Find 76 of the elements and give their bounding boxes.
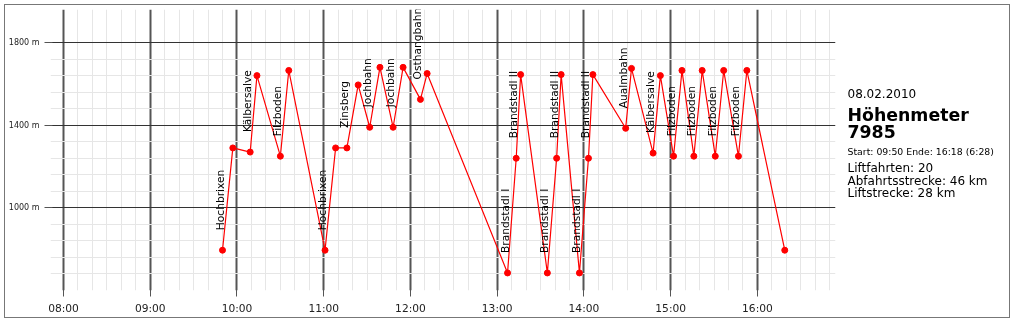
point xyxy=(690,152,698,160)
point xyxy=(343,144,351,152)
point xyxy=(399,63,407,71)
annotation: Jochbahn xyxy=(360,58,374,109)
point xyxy=(575,269,583,277)
annotation: Filzboden xyxy=(729,85,743,137)
point xyxy=(557,71,565,79)
annotation: Brandstadl II xyxy=(579,70,593,139)
y-tick-label: 1400 m xyxy=(8,120,40,130)
point xyxy=(720,66,728,74)
x-tick-label: 15:00 xyxy=(655,301,687,315)
annotation: Filzboden xyxy=(684,85,698,137)
point xyxy=(584,154,592,162)
annotation: Zinsberg xyxy=(337,81,351,128)
y-tick-label: 1000 m xyxy=(8,203,40,213)
point xyxy=(332,144,340,152)
point xyxy=(711,152,719,160)
annotation: Brandstadl II xyxy=(507,70,521,139)
point xyxy=(553,154,561,162)
point xyxy=(656,72,664,80)
annotation: Osthangbahn xyxy=(411,7,425,80)
annotation: Filzboden xyxy=(664,85,678,137)
annotation: Filzboden xyxy=(271,85,285,137)
annotation: Filzboden xyxy=(706,85,720,137)
point xyxy=(698,66,706,74)
point xyxy=(276,152,284,160)
annotation: Jochbahn xyxy=(384,58,398,109)
point xyxy=(504,269,512,277)
point xyxy=(285,66,293,74)
annotation: Brandstadl II xyxy=(547,70,561,139)
text: Höhenmeter 7985 xyxy=(847,104,970,142)
point xyxy=(389,123,397,131)
annotation: Brandstadl I xyxy=(570,188,584,253)
annotation: Aualmbahn xyxy=(616,47,630,109)
point xyxy=(543,269,551,277)
annotation: Hochbrixen xyxy=(316,169,330,231)
text: 08.02.2010 xyxy=(847,86,917,101)
point xyxy=(219,246,227,254)
text: Start: 09:50 Ende: 16:18 (6:28) xyxy=(847,146,994,158)
point xyxy=(366,123,374,131)
point xyxy=(517,71,525,79)
x-tick-label: 16:00 xyxy=(742,301,774,315)
point xyxy=(622,124,630,132)
x-tick-label: 10:00 xyxy=(221,301,253,315)
annotation: Kälbersalve xyxy=(241,70,255,133)
text: Abfahrtsstrecke: 46 km xyxy=(847,173,988,188)
point xyxy=(670,152,678,160)
annotation: Brandstadl I xyxy=(498,188,512,253)
x-tick-label: 08:00 xyxy=(48,301,80,315)
point xyxy=(246,148,254,156)
x-tick-label: 13:00 xyxy=(481,301,513,315)
point xyxy=(734,152,742,160)
point xyxy=(649,149,657,157)
annotation: Kälbersalve xyxy=(644,71,658,134)
point xyxy=(423,70,431,78)
x-tick-label: 14:00 xyxy=(568,301,600,315)
x-tick-label: 11:00 xyxy=(308,301,340,315)
point xyxy=(376,63,384,71)
annotation: Hochbrixen xyxy=(213,169,227,231)
y-tick-label: 1800 m xyxy=(8,38,40,48)
point xyxy=(354,81,362,89)
point xyxy=(781,246,789,254)
annotation: Brandstadl I xyxy=(538,188,552,253)
x-tick-label: 12:00 xyxy=(395,301,427,315)
x-tick-label: 09:00 xyxy=(134,301,166,315)
point xyxy=(321,246,329,254)
point xyxy=(589,71,597,79)
point xyxy=(512,154,520,162)
text: Liftfahrten: 20 xyxy=(847,161,934,176)
point xyxy=(253,72,261,80)
point xyxy=(627,64,635,72)
point xyxy=(229,144,237,152)
point xyxy=(416,95,424,103)
point xyxy=(743,66,751,74)
point xyxy=(678,66,686,74)
text: Liftstrecke: 28 km xyxy=(847,186,956,201)
